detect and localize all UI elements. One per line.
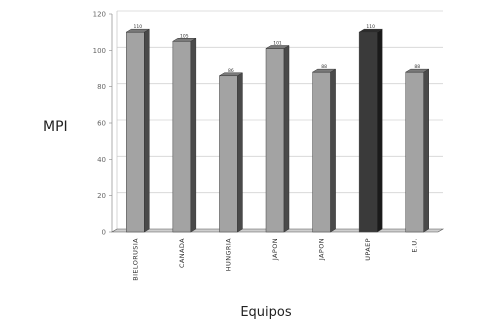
category-label: E.U. [411,238,419,253]
category-label: JAPON [318,238,326,261]
category-label: HUNGRIA [224,238,232,271]
y-tick-label: 100 [93,47,106,55]
data-label: 105 [180,33,189,39]
bar-top [171,38,197,42]
bar-top [125,28,151,33]
bar-top [218,72,244,77]
bar-top [404,68,430,73]
bar-japon: 88 [311,64,337,233]
y-tick-label: 40 [97,156,106,164]
data-label: 101 [273,41,282,47]
y-tick-label: 0 [102,229,106,237]
bar-face [405,71,424,233]
bar-face [265,48,285,233]
bar-eu: 88 [404,64,430,233]
bar-top [265,45,290,49]
bar-face [126,31,145,233]
bar-side [237,72,243,233]
x-axis-label: Equipos [240,305,292,320]
bar-side [144,28,150,233]
data-label: 88 [414,64,420,70]
bar-top [311,68,337,73]
category-label: BIELORUSIA [131,238,139,281]
bar-side [190,37,197,233]
category-label: CANADA [178,238,186,268]
y-tick-label: 60 [97,120,106,128]
category-label: JAPON [271,238,279,261]
bar-face [358,31,378,233]
bar-bielorusia: 110 [125,24,151,233]
bar-face [172,41,192,233]
bar-japon: 101 [265,41,290,233]
bar-canada: 105 [171,33,197,233]
category-labels: BIELORUSIA CANADA HUNGRIA JAPON JAPON UPAEP E.… [131,238,418,281]
y-tick-label: 120 [93,11,106,19]
bar-upaep: 110 [358,24,384,233]
data-label: 110 [366,24,375,30]
data-label: 110 [133,24,142,30]
data-label: 88 [321,64,327,70]
bar-face [312,71,331,233]
data-label: 86 [228,68,234,74]
bar-side [423,68,429,233]
bar-side [330,68,336,233]
bars: 110 105 86 101 88 110 88 [125,24,430,233]
bar-side [376,28,383,233]
bar-side [283,45,290,233]
bar-top [358,28,384,33]
y-tick-label: 80 [97,83,106,91]
y-tick-label: 20 [97,192,106,200]
y-tick-labels: 0 20 40 60 80 100 120 [93,11,112,237]
category-label: UPAEP [364,238,372,261]
y-axis-label: MPI [43,119,68,135]
bar-face [219,75,238,233]
bar-hungria: 86 [218,68,244,233]
